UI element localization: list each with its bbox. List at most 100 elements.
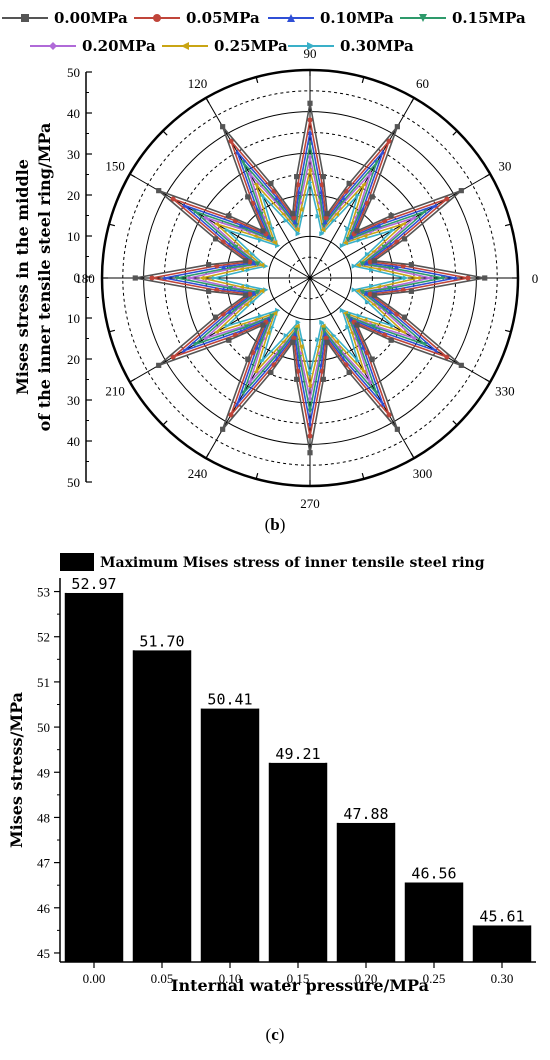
- x-tick-label: 0.00: [83, 971, 106, 986]
- polar-ring-tick: [410, 452, 415, 459]
- series-point: [174, 275, 180, 281]
- legend-item: 0.15MPa: [400, 9, 526, 27]
- y-tick-label: 49: [37, 765, 50, 780]
- series-point: [458, 362, 464, 368]
- series-point: [458, 188, 464, 194]
- series-point: [408, 288, 414, 294]
- series-point: [199, 275, 205, 281]
- y-tick-label: 53: [37, 585, 50, 600]
- caption-letter: c: [271, 1025, 279, 1044]
- legend-label: 0.15MPa: [452, 9, 526, 27]
- series-point: [298, 343, 304, 350]
- series-point: [307, 117, 313, 123]
- series-point: [348, 234, 354, 240]
- x-tick-label: 0.05: [151, 971, 174, 986]
- series-point: [226, 337, 232, 343]
- caption-b: (b): [265, 515, 286, 534]
- series-point: [278, 205, 284, 211]
- series-point: [401, 329, 407, 335]
- bar-legend: Maximum Mises stress of inner tensile st…: [60, 553, 485, 571]
- angle-label: 300: [413, 466, 433, 481]
- legend-label: 0.05MPa: [186, 9, 260, 27]
- series-point: [367, 259, 373, 265]
- series-point: [388, 213, 394, 219]
- radial-axis-title-line: Mises stress in the middle: [13, 159, 32, 395]
- series-point: [369, 356, 375, 362]
- x-tick-label: 0.20: [355, 971, 378, 986]
- series-point: [345, 324, 351, 330]
- polar-ring-tick: [129, 378, 136, 383]
- series-point: [243, 248, 249, 255]
- series-point: [294, 174, 300, 180]
- polar-series: [132, 100, 488, 456]
- series-point: [307, 142, 313, 148]
- series-point: [156, 188, 162, 194]
- caption-paren: ): [279, 1025, 285, 1044]
- series-point: [297, 200, 303, 206]
- series-point: [351, 287, 357, 293]
- radial-tick-label: 30: [67, 393, 80, 408]
- polar-ring-tick: [162, 420, 168, 426]
- caption-paren: (: [265, 515, 271, 534]
- y-tick-label: 45: [37, 946, 50, 961]
- bar-label-bg: [202, 689, 258, 709]
- series-point: [212, 236, 219, 242]
- series-point: [362, 317, 368, 323]
- series-point: [263, 287, 269, 293]
- series-point: [237, 304, 243, 310]
- radial-tick-label: 50: [67, 475, 80, 490]
- series-point: [238, 266, 245, 272]
- series-point: [359, 289, 365, 295]
- series-point: [247, 259, 253, 265]
- series-point: [298, 206, 304, 213]
- legend-marker: [21, 14, 29, 22]
- series-point: [353, 335, 359, 341]
- legend-marker: [419, 14, 427, 22]
- series-point: [363, 290, 369, 296]
- series-point: [354, 322, 360, 328]
- series-point: [390, 227, 396, 233]
- legend-marker: [181, 42, 189, 50]
- series-point: [307, 154, 313, 160]
- series-point: [361, 369, 367, 375]
- series-point: [363, 260, 369, 266]
- series-point: [265, 330, 271, 336]
- series-point: [322, 331, 328, 337]
- bar: [132, 650, 192, 962]
- series-point: [321, 327, 327, 333]
- series-point: [258, 237, 264, 243]
- series-point: [321, 223, 327, 229]
- polar-chart: 0.00MPa 0.05MPa 0.10MPa 0.15MPa 0.20MPa 0.25M…: [2, 9, 538, 534]
- angle-label: 120: [188, 76, 208, 91]
- series-point: [245, 356, 251, 362]
- series-point: [255, 261, 261, 267]
- series-0.00MPa: [132, 100, 488, 456]
- series-point: [333, 211, 340, 217]
- series-point: [247, 321, 253, 327]
- series-point: [355, 358, 361, 364]
- series-point: [353, 215, 359, 221]
- bar: [200, 708, 260, 962]
- radial-tick-label: 40: [67, 106, 80, 121]
- series-point: [294, 376, 300, 382]
- series-point: [266, 234, 272, 240]
- bar-label-bg: [270, 743, 326, 763]
- series-point: [336, 345, 342, 351]
- polar-ring-tick: [108, 329, 116, 333]
- series-point: [415, 275, 421, 281]
- polar-ring-tick: [205, 452, 210, 459]
- series-point: [361, 181, 367, 187]
- polar-ring-tick: [484, 378, 491, 383]
- bar-axes: 45 46 47 48 49 50 51 52 53 0.00 0.05 0.10 0.15 0.20 0.…: [7, 578, 536, 995]
- series-point: [465, 275, 471, 281]
- series-point: [224, 323, 230, 329]
- legend: 0.00MPa 0.05MPa 0.10MPa 0.15MPa 0.20MPa 0.25M…: [2, 9, 526, 55]
- y-tick-label: 48: [37, 810, 50, 825]
- series-point: [338, 349, 344, 355]
- series-point: [260, 228, 266, 234]
- polar-ring-tick: [504, 223, 512, 227]
- bar: [404, 882, 464, 962]
- legend-marker: [287, 14, 295, 22]
- series-point: [307, 396, 313, 402]
- legend-item: 0.25MPa: [162, 37, 288, 55]
